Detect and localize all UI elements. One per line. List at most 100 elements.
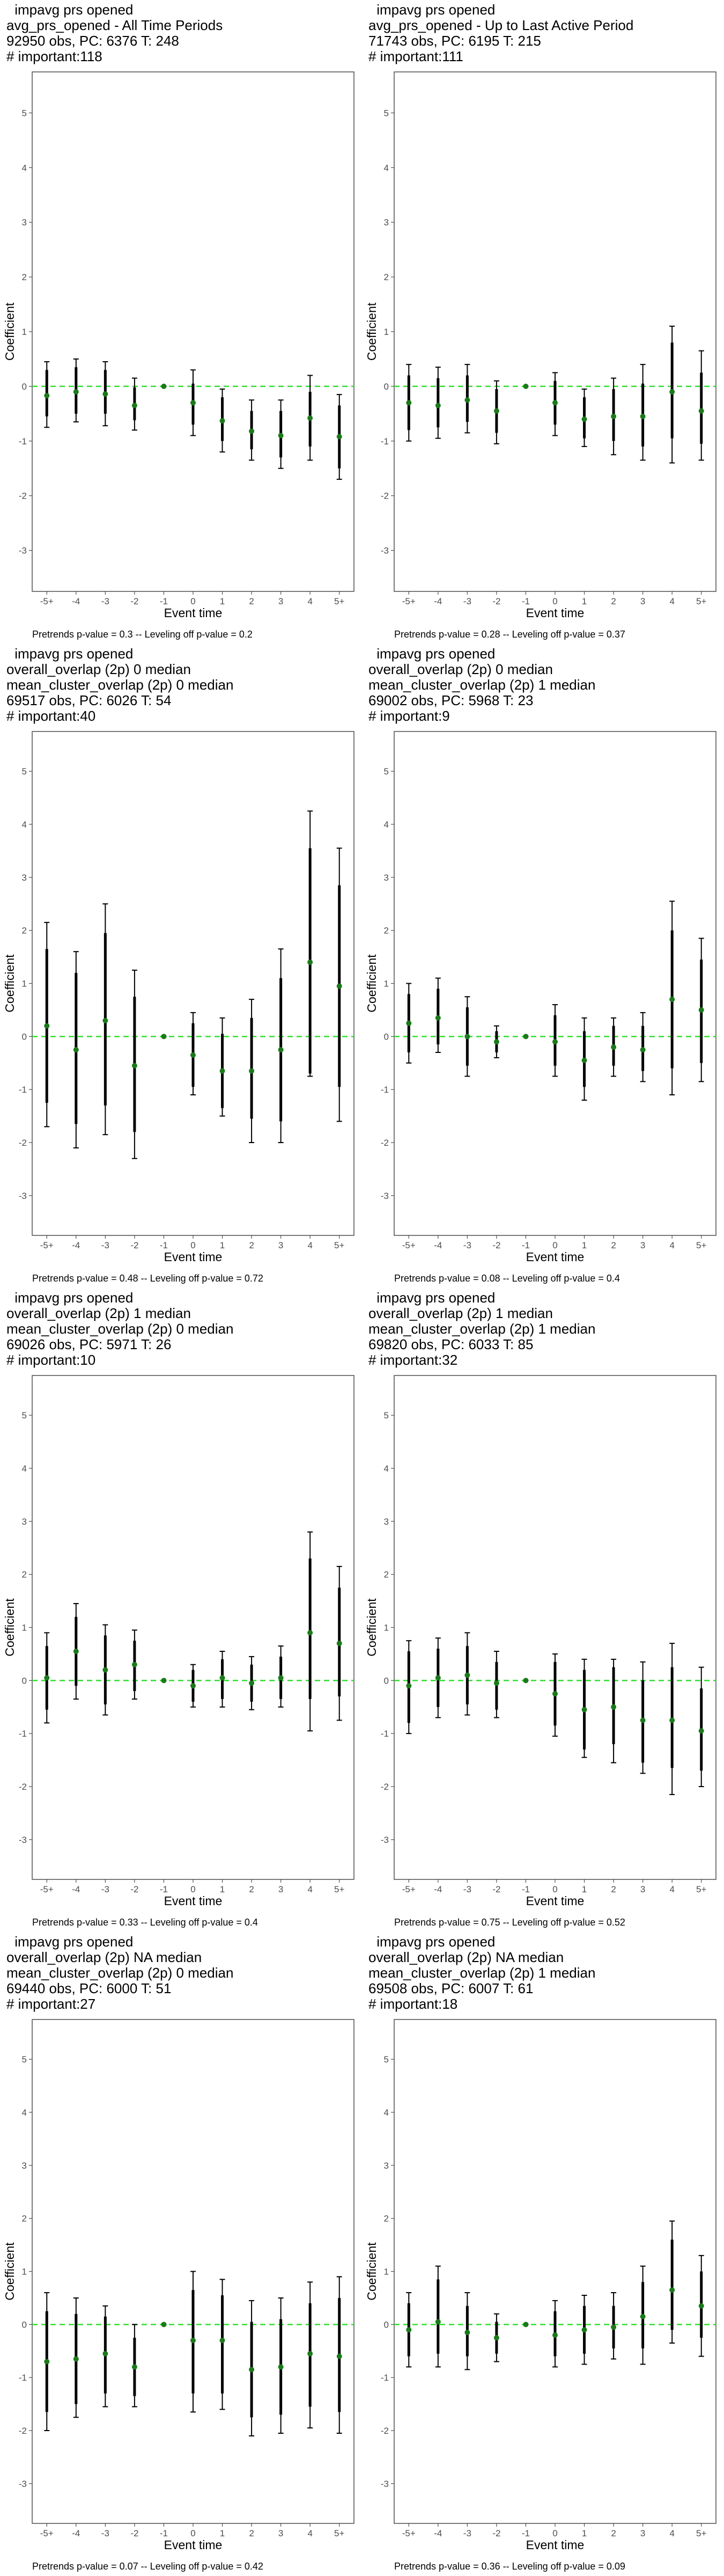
chart-plot: -3 -2 -1 0 1 2 3 4 5 -5+ -4 -3 -2 -1 0 1 2 3 4 5+ Event time…	[3, 1375, 354, 1908]
chart-plot: -3 -2 -1 0 1 2 3 4 5 -5+ -4 -3 -2 -1 0 1 2 3 4 5+ Event time…	[365, 1375, 716, 1908]
coefficient-point	[102, 1018, 108, 1023]
x-tick-label: -1	[522, 1884, 530, 1894]
x-tick-label: -5+	[40, 1884, 54, 1894]
x-tick-label: 0	[552, 1884, 557, 1894]
coefficient-point	[102, 391, 108, 397]
y-tick-label: -3	[19, 1835, 27, 1845]
x-tick-label: 4	[307, 1240, 312, 1250]
coefficient-point	[493, 408, 499, 414]
x-tick-label: -2	[492, 2528, 500, 2538]
chart-title-line: impavg prs opened	[373, 646, 496, 662]
y-tick-label: 1	[22, 2267, 27, 2277]
y-tick-label: 5	[22, 766, 27, 777]
coefficient-point	[73, 389, 79, 395]
y-tick-label: 0	[22, 2319, 27, 2330]
plot-frame	[394, 2019, 716, 2524]
coefficient-point	[131, 402, 137, 408]
y-tick-label: -2	[19, 2426, 27, 2436]
chart-title-line: # important:18	[368, 1996, 458, 2012]
chart-title-line: overall_overlap (2p) 0 median	[6, 661, 191, 677]
chart-plot: -3 -2 -1 0 1 2 3 4 5 -5+ -4 -3 -2 -1 0 1 2 3 4 5+ Event time…	[3, 2019, 354, 2552]
x-tick-label: 3	[278, 2528, 283, 2538]
x-tick-label: 4	[307, 596, 312, 606]
chart-title-line: overall_overlap (2p) 1 median	[368, 1305, 553, 1321]
chart-title-line: mean_cluster_overlap (2p) 0 median	[6, 677, 234, 693]
coefficient-point	[307, 2351, 313, 2357]
y-axis-title: Coefficient	[365, 954, 379, 1013]
coefficient-point	[435, 1015, 441, 1021]
x-tick-label: -1	[160, 1884, 168, 1894]
y-tick-label: -1	[381, 436, 389, 447]
x-tick-label: -2	[492, 1884, 500, 1894]
coefficient-point	[44, 2359, 50, 2365]
chart-title-line: impavg prs opened	[11, 1290, 134, 1306]
x-tick-label: 1	[220, 2528, 225, 2538]
coefficient-point	[464, 2330, 470, 2336]
x-axis-title: Event time	[526, 1894, 585, 1908]
x-tick-label: 1	[582, 1240, 587, 1250]
y-tick-label: 5	[384, 1410, 389, 1421]
x-tick-label: -2	[130, 596, 138, 606]
chart-title-line: # important:27	[6, 1996, 96, 2012]
x-tick-label: 3	[278, 1884, 283, 1894]
chart-title-line: impavg prs opened	[373, 2, 496, 18]
x-tick-label: 4	[307, 2528, 312, 2538]
coefficient-point	[249, 1068, 255, 1074]
coefficient-point	[493, 1680, 499, 1686]
x-tick-label: -2	[492, 1240, 500, 1250]
y-tick-label: 2	[384, 2214, 389, 2224]
pvalue-footer: Pretrends p-value = 0.75 -- Leveling off…	[394, 1917, 625, 1928]
coefficient-point	[73, 1648, 79, 1654]
chart-title-line: 69440 obs, PC: 6000 T: 51	[6, 1980, 172, 1996]
y-tick-label: -3	[381, 2479, 389, 2489]
chart-title-line: 69508 obs, PC: 6007 T: 61	[368, 1980, 534, 1996]
x-tick-label: 2	[611, 2528, 616, 2538]
x-tick-label: 2	[611, 1240, 616, 1250]
y-tick-label: 0	[384, 2319, 389, 2330]
coefficient-point	[552, 1691, 558, 1697]
chart-plot: -3 -2 -1 0 1 2 3 4 5 -5+ -4 -3 -2 -1 0 1 2 3 4 5+ Event time…	[365, 71, 716, 620]
x-tick-label: 0	[190, 596, 195, 606]
y-axis-title: Coefficient	[3, 2242, 17, 2301]
chart-title-line: impavg prs opened	[373, 1290, 496, 1306]
coefficient-point	[464, 397, 470, 403]
y-tick-label: 2	[22, 1570, 27, 1580]
x-tick-label: 0	[552, 1240, 557, 1250]
coefficient-point	[73, 1047, 79, 1053]
y-tick-label: 5	[384, 2054, 389, 2065]
x-tick-label: 5+	[334, 1240, 344, 1250]
x-tick-label: -3	[463, 1884, 471, 1894]
y-tick-label: 1	[384, 979, 389, 989]
coefficient-point	[73, 2356, 79, 2362]
chart-title: impavg prs opened overall_overlap (2p) 0 …	[368, 646, 717, 724]
x-axis-title: Event time	[164, 2538, 223, 2552]
chart-title-line: 69517 obs, PC: 6026 T: 54	[6, 692, 172, 708]
x-tick-label: 5+	[334, 2528, 344, 2538]
coefficient-point	[523, 1678, 529, 1684]
x-tick-label: -3	[101, 2528, 109, 2538]
y-tick-label: 5	[22, 108, 27, 118]
x-tick-label: 2	[249, 1240, 254, 1250]
y-tick-label: -1	[381, 1085, 389, 1095]
x-tick-label: 5+	[696, 1240, 706, 1250]
coefficient-point	[611, 2324, 617, 2330]
chart-title-line: mean_cluster_overlap (2p) 1 median	[368, 1965, 596, 1981]
x-tick-label: 2	[249, 2528, 254, 2538]
x-tick-label: -1	[160, 1240, 168, 1250]
x-tick-label: -5+	[402, 596, 416, 606]
y-axis-title: Coefficient	[365, 2242, 379, 2301]
y-tick-label: -3	[19, 1191, 27, 1201]
x-tick-label: 0	[190, 1240, 195, 1250]
chart-title: impavg prs opened overall_overlap (2p) 0 …	[6, 646, 355, 724]
y-tick-label: 5	[384, 108, 389, 118]
x-axis-title: Event time	[526, 2538, 585, 2552]
coefficient-point	[435, 1675, 441, 1681]
coefficient-point	[698, 408, 704, 414]
chart-title: impavg prs opened avg_prs_opened - Up to …	[368, 2, 717, 64]
coefficient-point	[161, 1678, 167, 1684]
chart-panel: impavg prs opened overall_overlap (2p) 1 …	[0, 1288, 362, 1932]
y-tick-label: 2	[22, 926, 27, 936]
x-tick-label: -1	[522, 2528, 530, 2538]
chart-panel: impavg prs opened overall_overlap (2p) NA…	[0, 1932, 362, 2576]
chart-title-line: impavg prs opened	[11, 1934, 134, 1950]
